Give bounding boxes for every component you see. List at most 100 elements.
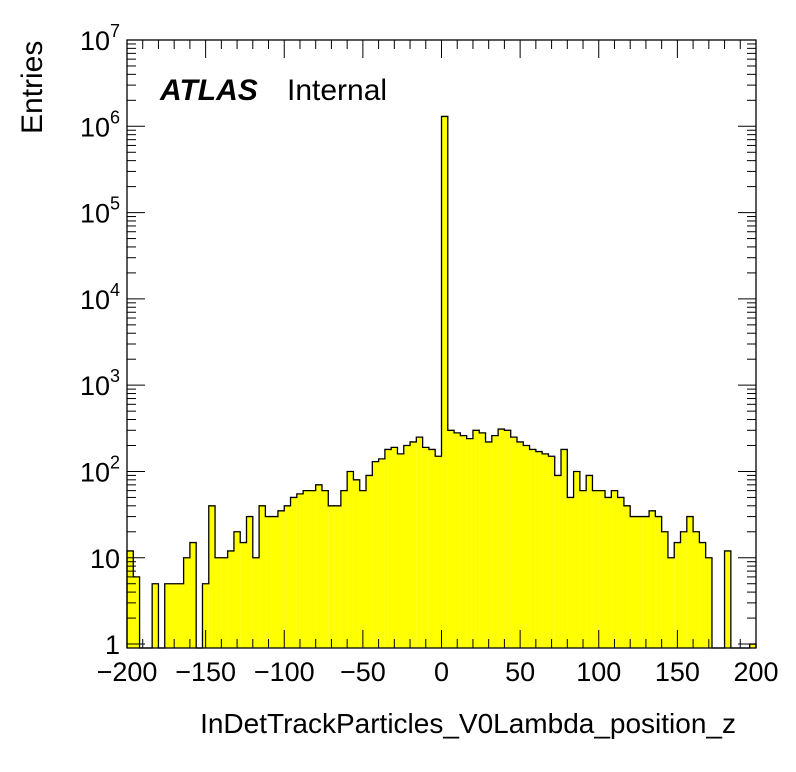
histogram-bin bbox=[428, 449, 436, 648]
histogram-bin bbox=[686, 516, 694, 648]
y-axis-ticks bbox=[127, 39, 756, 645]
y-tick-label: 10 bbox=[90, 544, 120, 574]
histogram-bin bbox=[259, 505, 266, 648]
histogram-bin bbox=[529, 449, 536, 648]
y-axis-tick-labels: 1 10 102 103 104 105 106 107 bbox=[80, 21, 120, 660]
histogram-bin bbox=[372, 461, 379, 648]
histogram-bin bbox=[435, 456, 442, 648]
internal-label: Internal bbox=[287, 74, 387, 107]
histogram-bin bbox=[655, 516, 662, 648]
histogram-bin bbox=[460, 435, 467, 648]
histogram-bin bbox=[328, 505, 335, 648]
y-tick-label: 103 bbox=[80, 366, 120, 401]
x-tick-label: 100 bbox=[576, 657, 621, 687]
histogram-bin bbox=[567, 497, 574, 648]
histogram-bin bbox=[334, 505, 341, 648]
histogram-bin bbox=[617, 497, 624, 648]
histogram-bin bbox=[422, 447, 429, 648]
y-axis-title: Entries bbox=[16, 41, 49, 134]
histogram-bin bbox=[366, 475, 373, 648]
histogram-bin bbox=[749, 644, 756, 648]
histogram-bin bbox=[410, 441, 417, 648]
histogram-bin bbox=[202, 583, 209, 648]
x-tick-label: −150 bbox=[175, 657, 236, 687]
histogram-bin bbox=[296, 493, 304, 648]
histogram-bin bbox=[397, 453, 404, 648]
histogram-bin bbox=[561, 449, 568, 648]
histogram-bin bbox=[611, 490, 618, 648]
histogram-bin bbox=[164, 583, 172, 648]
histogram-bin bbox=[554, 475, 562, 648]
histogram-bin bbox=[240, 542, 247, 648]
histogram-bin bbox=[347, 471, 354, 648]
histogram-bin bbox=[598, 490, 606, 648]
histogram-bin bbox=[265, 516, 272, 648]
histogram-bin bbox=[623, 505, 631, 648]
histogram-bin bbox=[642, 516, 650, 648]
histogram-bin bbox=[724, 550, 731, 648]
histogram-bin bbox=[403, 445, 411, 648]
histogram-bin bbox=[504, 430, 511, 648]
histogram-bin bbox=[378, 458, 385, 648]
histogram-bin bbox=[523, 445, 530, 648]
y-tick-label: 106 bbox=[80, 107, 120, 142]
histogram-bin bbox=[630, 516, 637, 648]
histogram-bin bbox=[171, 583, 178, 648]
histogram-bin bbox=[252, 557, 260, 648]
histogram-bin bbox=[485, 441, 492, 648]
x-axis-title: InDetTrackParticles_V0Lambda_position_z bbox=[200, 708, 736, 739]
histogram-bin bbox=[699, 542, 706, 648]
x-tick-label: 0 bbox=[434, 657, 449, 687]
histogram-bin bbox=[454, 432, 461, 648]
y-tick-label: 104 bbox=[80, 280, 120, 315]
histogram-bin bbox=[605, 497, 612, 648]
histogram-bin bbox=[542, 453, 549, 648]
histogram-bin bbox=[271, 516, 278, 648]
histogram-bin bbox=[573, 471, 580, 648]
histogram-bin bbox=[479, 432, 486, 648]
x-tick-label: 200 bbox=[733, 657, 778, 687]
histogram-bin bbox=[303, 490, 310, 648]
histogram-bin bbox=[215, 557, 222, 648]
y-tick-label: 107 bbox=[80, 21, 120, 56]
histogram-bin bbox=[592, 490, 599, 648]
histogram-bin bbox=[510, 437, 517, 648]
histogram-bin bbox=[127, 550, 134, 648]
atlas-label: ATLAS bbox=[159, 74, 258, 107]
histogram-bin bbox=[290, 497, 297, 648]
x-tick-label: 50 bbox=[505, 657, 535, 687]
histogram-bin bbox=[189, 542, 197, 648]
x-axis-tick-labels: −200 −150 −100 −50 0 50 100 150 200 bbox=[97, 657, 779, 687]
histogram-bin bbox=[579, 490, 587, 648]
y-tick-label: 105 bbox=[80, 194, 120, 229]
histogram-bin bbox=[661, 531, 668, 648]
histogram-bin bbox=[548, 456, 555, 648]
histogram-bin bbox=[649, 510, 656, 648]
histogram-bin bbox=[491, 435, 499, 648]
histogram-bin bbox=[321, 490, 329, 648]
histogram-bin bbox=[277, 510, 285, 648]
histogram-bin bbox=[353, 479, 360, 648]
histogram-bin bbox=[667, 557, 675, 648]
histogram-bin bbox=[693, 531, 700, 648]
histogram-bin bbox=[674, 542, 681, 648]
x-tick-label: −100 bbox=[254, 657, 315, 687]
histogram-bin bbox=[221, 557, 228, 648]
x-tick-label: −50 bbox=[340, 657, 386, 687]
histogram-bin bbox=[177, 583, 184, 648]
histogram-bin bbox=[705, 557, 712, 648]
histogram-bin bbox=[441, 116, 448, 648]
histogram-bin bbox=[384, 449, 392, 648]
histogram-bin bbox=[586, 475, 593, 648]
histogram-bin bbox=[340, 490, 348, 648]
histogram-bin bbox=[246, 516, 253, 648]
histogram-bin bbox=[233, 531, 241, 648]
histogram-bin bbox=[466, 438, 473, 648]
histogram-bin bbox=[183, 557, 190, 648]
histogram-bin bbox=[152, 583, 159, 648]
y-tick-label: 102 bbox=[80, 452, 120, 487]
histogram-bin bbox=[636, 516, 643, 648]
x-tick-label: 150 bbox=[655, 657, 700, 687]
x-tick-label: −200 bbox=[97, 657, 158, 687]
x-axis-ticks bbox=[126, 40, 757, 648]
